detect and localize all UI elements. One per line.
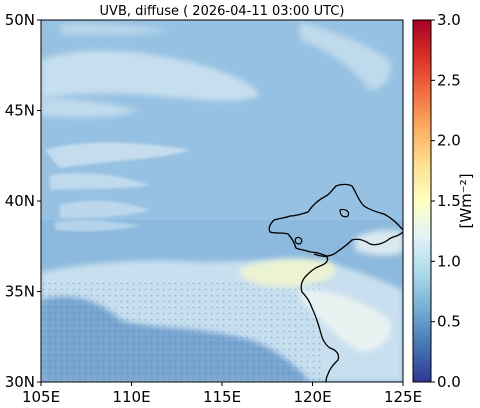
colorbar-tick-label: 1.0 <box>437 252 461 270</box>
cloud-bands-north <box>41 22 391 118</box>
colorbar-tick-label: 3.0 <box>437 11 461 29</box>
lon-tick-label: 125E <box>384 388 422 406</box>
colorbar-tick-label: 2.0 <box>437 132 461 150</box>
map-panel <box>41 20 403 382</box>
colorbar-tick-label: 0.0 <box>437 373 461 391</box>
colorbar-label: [Wm⁻²] <box>457 173 475 228</box>
lat-tick-label: 50N <box>5 11 35 29</box>
colorbar-tick-label: 0.5 <box>437 313 461 331</box>
lat-tick-label: 30N <box>5 373 35 391</box>
lon-tick-label: 105E <box>22 388 60 406</box>
cloud-streaks-mid <box>45 142 190 232</box>
colorbar-ticks: 0.0 0.5 1.0 1.5 2.0 2.5 3.0 <box>431 11 461 391</box>
cloud-mass-south <box>41 230 403 382</box>
latitude-axis: 30N 35N 40N 45N 50N <box>5 11 41 391</box>
colorbar-tick-label: 1.5 <box>437 192 461 210</box>
map-title: UVB, diffuse ( 2026-04-11 03:00 UTC) <box>100 4 345 19</box>
lat-tick-label: 40N <box>5 192 35 210</box>
coastline <box>268 183 403 382</box>
lon-tick-label: 110E <box>112 388 150 406</box>
colorbar: 0.0 0.5 1.0 1.5 2.0 2.5 3.0 [Wm⁻²] <box>412 11 475 391</box>
lat-tick-label: 45N <box>5 102 35 120</box>
lon-tick-label: 120E <box>293 388 331 406</box>
lat-tick-label: 35N <box>5 283 35 301</box>
longitude-axis: 105E 110E 115E 120E 125E <box>22 382 422 406</box>
colorbar-tick-label: 2.5 <box>437 71 461 89</box>
colorbar-bar <box>412 19 432 383</box>
coastline-islands <box>294 208 350 245</box>
lon-tick-label: 115E <box>203 388 241 406</box>
